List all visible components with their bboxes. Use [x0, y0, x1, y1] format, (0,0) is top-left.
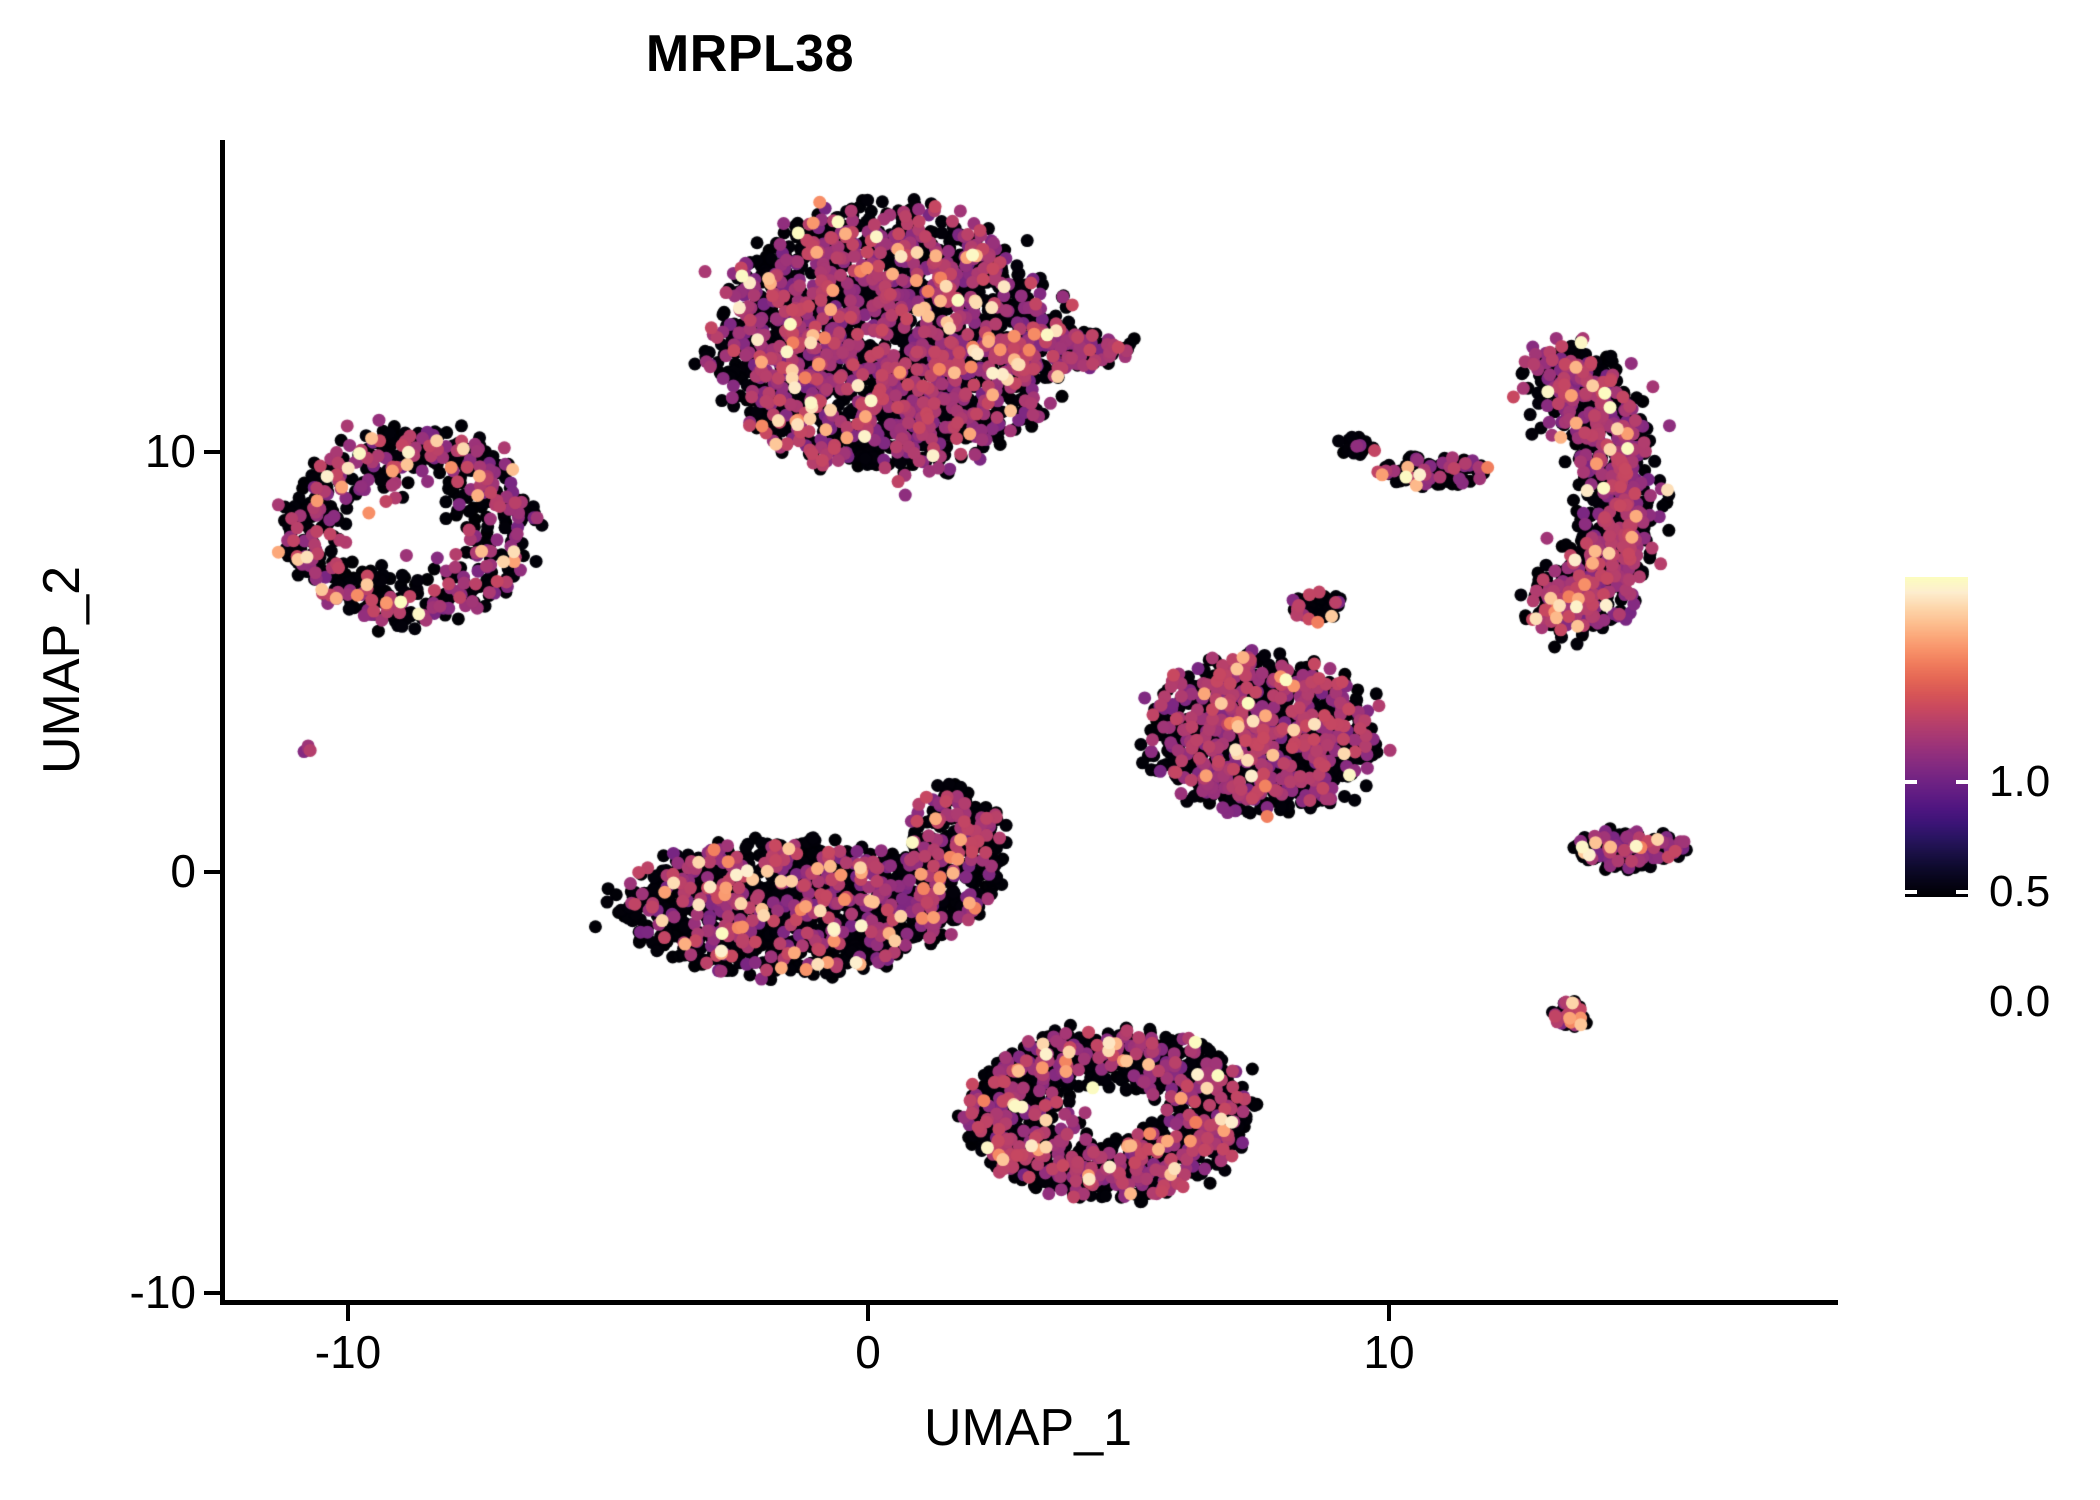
- x-axis-title: UMAP_1: [923, 1399, 1133, 1457]
- colorbar-gradient: [1905, 577, 1968, 897]
- colorbar-tick-0.5-right: [1956, 890, 1968, 894]
- y-tick-label-10: 10: [144, 425, 196, 477]
- page-title: MRPL38: [645, 25, 855, 83]
- colorbar-tick-1-right: [1956, 780, 1968, 784]
- colorbar-label-0.5: 0.5: [1989, 867, 2051, 916]
- colorbar-label-1.0: 1.0: [1989, 757, 2051, 806]
- colorbar-tick-1-left: [1905, 780, 1917, 784]
- x-tick-mark-0: [866, 1305, 870, 1321]
- y-tick-mark-minus10: [204, 1291, 220, 1295]
- colorbar-tick-0.5-left: [1905, 890, 1917, 894]
- x-tick-mark-10: [1387, 1305, 1391, 1321]
- y-tick-label-minus10: -10: [129, 1266, 196, 1318]
- x-tick-label-0: 0: [855, 1326, 881, 1378]
- y-tick-label-0: 0: [170, 845, 196, 897]
- y-tick-mark-0: [204, 870, 220, 874]
- scatter-plot-canvas: [222, 130, 1842, 1305]
- x-tick-mark-minus10: [346, 1305, 350, 1321]
- y-tick-mark-10: [204, 450, 220, 454]
- x-tick-label-10: 10: [1363, 1326, 1415, 1378]
- x-tick-label-minus10: -10: [314, 1326, 382, 1378]
- colorbar-label-0.0: 0.0: [1989, 977, 2051, 1026]
- x-axis-line: [220, 1300, 1838, 1305]
- y-axis-line: [220, 140, 225, 1302]
- y-axis-title: UMAP_2: [33, 565, 91, 775]
